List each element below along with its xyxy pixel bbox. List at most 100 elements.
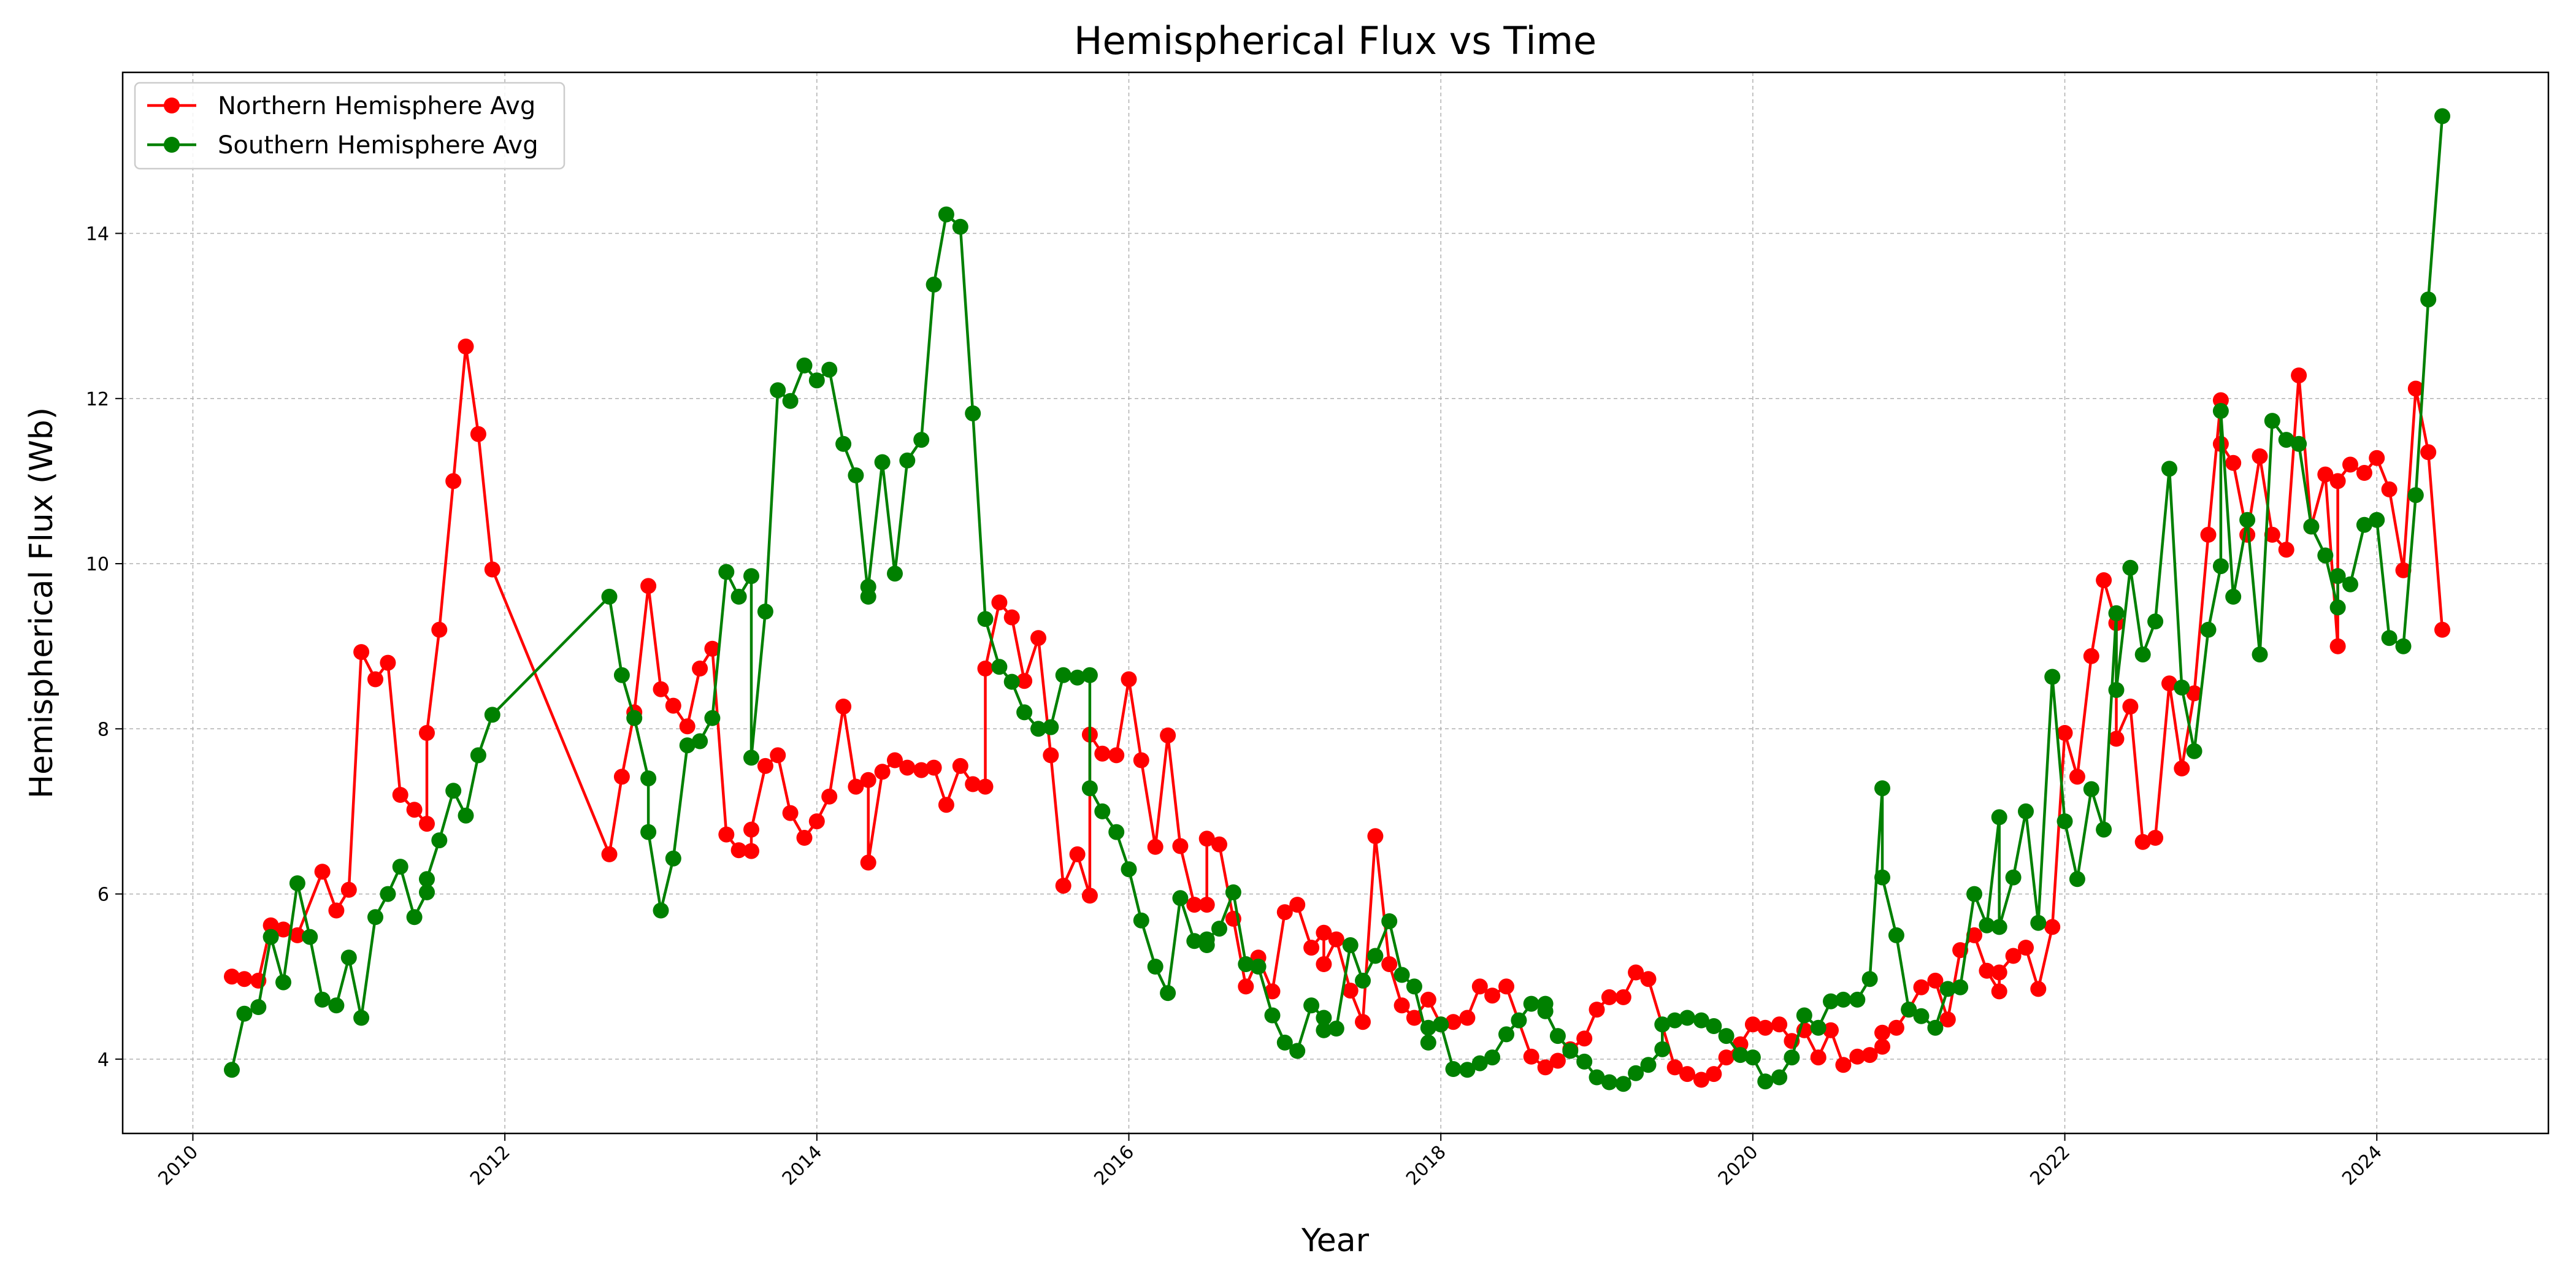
data-point-northern: [653, 681, 669, 697]
data-point-southern: [275, 974, 291, 991]
data-point-southern: [1459, 1062, 1476, 1078]
data-point-northern: [1991, 983, 2007, 1000]
data-point-northern: [328, 902, 345, 919]
series-line-northern: [231, 345, 2444, 1081]
data-point-southern: [458, 807, 474, 824]
data-point-southern: [2186, 743, 2202, 759]
data-point-northern: [2342, 456, 2358, 473]
data-point-southern: [1069, 669, 1086, 686]
data-point-northern: [1303, 940, 1320, 956]
data-point-northern: [1991, 964, 2007, 981]
data-point-northern: [665, 697, 681, 714]
data-point-northern: [913, 762, 930, 778]
data-point-northern: [1133, 752, 1149, 769]
data-point-northern: [2005, 948, 2022, 964]
data-point-southern: [1406, 978, 1422, 995]
x-axis-title: Year: [1301, 1222, 1370, 1259]
data-point-southern: [353, 1010, 370, 1026]
y-tick-label: 6: [98, 884, 109, 906]
data-point-southern: [1303, 997, 1320, 1014]
data-point-northern: [1966, 927, 1982, 943]
data-point-northern: [458, 339, 474, 355]
data-point-northern: [965, 776, 981, 792]
data-point-northern: [2356, 465, 2372, 481]
data-point-northern: [406, 802, 423, 818]
data-point-southern: [1874, 780, 1890, 797]
data-point-northern: [1874, 1038, 1890, 1055]
data-point-northern: [1523, 1048, 1539, 1065]
data-point-southern: [2044, 669, 2061, 685]
data-point-northern: [1888, 1019, 1904, 1036]
data-point-southern: [2030, 914, 2047, 931]
data-point-southern: [1991, 809, 2007, 826]
data-point-southern: [782, 393, 799, 409]
data-point-northern: [1589, 1002, 1605, 1018]
data-point-southern: [1393, 967, 1410, 983]
data-point-northern: [224, 968, 240, 985]
data-point-southern: [2161, 461, 2177, 477]
data-point-southern: [1849, 991, 1866, 1008]
data-point-southern: [1966, 886, 1982, 902]
data-point-southern: [1952, 979, 1969, 995]
data-point-southern: [2005, 869, 2022, 886]
data-point-northern: [1601, 989, 1617, 1005]
data-point-northern: [1498, 978, 1514, 995]
data-point-southern: [952, 218, 968, 235]
data-point-northern: [1744, 1016, 1761, 1033]
data-point-northern: [2317, 466, 2334, 483]
data-point-southern: [2200, 621, 2217, 638]
data-point-southern: [2342, 576, 2358, 592]
data-point-northern: [613, 769, 630, 785]
data-point-southern: [314, 991, 331, 1008]
y-tick-label: 4: [98, 1049, 109, 1071]
data-point-northern: [1706, 1066, 1722, 1083]
data-point-northern: [1172, 838, 1189, 854]
data-point-southern: [1160, 985, 1176, 1002]
data-point-southern: [2329, 568, 2346, 585]
data-point-northern: [1238, 978, 1254, 995]
data-point-northern: [392, 787, 408, 803]
data-point-northern: [874, 764, 891, 780]
data-point-northern: [2134, 834, 2151, 850]
data-point-northern: [2420, 444, 2437, 461]
data-point-southern: [2057, 813, 2073, 830]
data-point-northern: [1666, 1059, 1683, 1076]
data-point-southern: [2381, 630, 2398, 646]
data-point-southern: [1744, 1049, 1761, 1066]
data-point-northern: [1030, 630, 1046, 646]
data-point-southern: [2434, 108, 2450, 125]
data-point-southern: [2264, 413, 2280, 429]
data-point-northern: [1459, 1010, 1476, 1026]
data-point-northern: [640, 578, 657, 594]
data-point-northern: [1718, 1049, 1735, 1066]
data-point-southern: [1342, 937, 1359, 953]
data-point-northern: [275, 921, 291, 938]
data-point-northern: [848, 778, 864, 795]
data-point-southern: [1511, 1012, 1527, 1029]
data-point-southern: [743, 749, 759, 766]
data-point-northern: [289, 927, 305, 943]
data-point-northern: [1628, 964, 1644, 981]
data-point-northern: [1264, 983, 1281, 1000]
data-point-southern: [340, 949, 357, 966]
data-point-northern: [2291, 367, 2307, 384]
data-point-northern: [2122, 699, 2139, 715]
data-point-southern: [1172, 890, 1189, 907]
data-point-southern: [1523, 995, 1539, 1012]
data-point-northern: [770, 747, 786, 764]
data-point-northern: [1381, 956, 1398, 972]
data-point-southern: [770, 382, 786, 399]
data-point-southern: [1927, 1019, 1944, 1036]
data-point-northern: [1810, 1049, 1827, 1066]
data-point-northern: [692, 661, 708, 677]
data-point-northern: [1328, 931, 1344, 948]
data-point-southern: [926, 277, 942, 293]
data-point-southern: [1537, 1003, 1554, 1019]
data-point-northern: [2395, 562, 2412, 578]
data-point-northern: [1186, 897, 1203, 913]
data-point-southern: [2083, 781, 2099, 797]
data-point-northern: [1406, 1010, 1422, 1026]
data-point-northern: [1393, 997, 1410, 1014]
data-point-northern: [2225, 454, 2242, 471]
data-point-northern: [1198, 897, 1215, 913]
